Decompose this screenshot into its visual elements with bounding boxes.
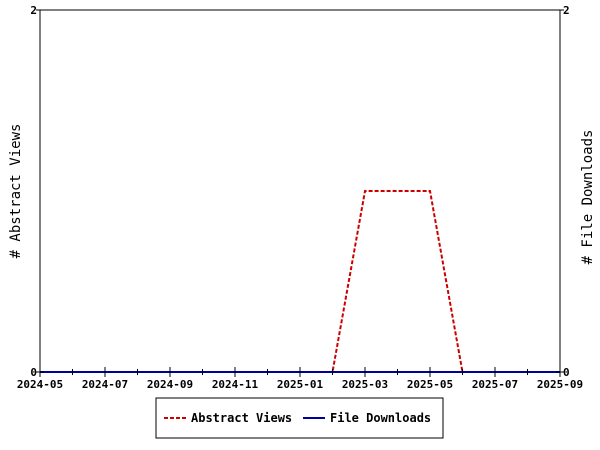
x-tick-label: 2024-09 xyxy=(147,378,193,391)
x-tick-label: 2025-03 xyxy=(342,378,388,391)
legend: Abstract Views File Downloads xyxy=(155,397,444,439)
x-tick-label: 2024-07 xyxy=(82,378,128,391)
x-tick-label: 2025-09 xyxy=(537,378,583,391)
y-tick-label-left: 2 xyxy=(30,4,37,17)
x-tick-label: 2025-05 xyxy=(407,378,453,391)
y-tick-label-right: 0 xyxy=(563,366,570,379)
y-axis-left-title: # Abstract Views xyxy=(8,124,24,259)
plot-frame xyxy=(39,9,561,373)
legend-label-file-downloads: File Downloads xyxy=(330,411,431,425)
x-tick-label: 2025-01 xyxy=(277,378,324,391)
plot-area xyxy=(39,9,561,373)
axes: 2024-05 2024-07 2024-09 2024-11 2025-01 2025-… xyxy=(17,4,583,391)
y-tick-label-right: 2 xyxy=(563,4,570,17)
y-axis-right-title: # File Downloads xyxy=(580,130,596,265)
legend-box xyxy=(155,397,444,439)
x-tick-label: 2025-07 xyxy=(472,378,518,391)
x-tick-label: 2024-11 xyxy=(212,378,259,391)
legend-label-abstract-views: Abstract Views xyxy=(191,411,292,425)
x-tick-label: 2024-05 xyxy=(17,378,63,391)
y-tick-label-left: 0 xyxy=(30,366,37,379)
